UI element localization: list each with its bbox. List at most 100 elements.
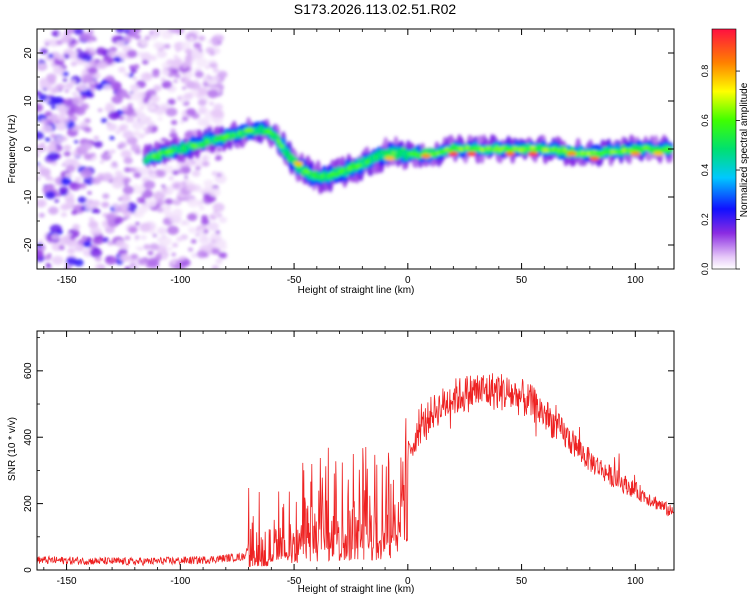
noise-blob bbox=[121, 114, 126, 118]
noise-blob bbox=[132, 76, 138, 81]
noise-blob bbox=[147, 250, 154, 256]
colorbar: 0.0 0.2 0.4 0.6 0.8 Normalized spectral ampl… bbox=[700, 28, 750, 275]
noise-blob bbox=[123, 216, 128, 221]
noise-blob bbox=[203, 156, 208, 160]
noise-blob bbox=[74, 176, 82, 183]
noise-blob bbox=[184, 55, 193, 62]
noise-blob bbox=[129, 29, 142, 35]
noise-blob bbox=[207, 89, 219, 99]
snr-axes: -150 -100 -50 0 50 100 0 200 400 600 bbox=[23, 331, 674, 587]
noise-blob bbox=[166, 225, 179, 235]
noise-blob bbox=[181, 64, 188, 69]
noise-blob bbox=[56, 103, 69, 113]
noise-blob bbox=[115, 40, 126, 48]
noise-blob bbox=[161, 30, 174, 40]
noise-blob bbox=[149, 229, 156, 235]
noise-blob bbox=[156, 227, 168, 235]
noise-blob bbox=[132, 64, 140, 70]
noise-blob bbox=[202, 187, 211, 194]
noise-blob bbox=[66, 109, 75, 116]
noise-blob bbox=[204, 244, 212, 251]
noise-blob bbox=[191, 170, 201, 177]
noise-blob bbox=[104, 255, 117, 265]
noise-blob bbox=[69, 54, 76, 60]
noise-blob bbox=[157, 50, 167, 57]
noise-blob bbox=[37, 201, 41, 206]
noise-blob bbox=[56, 83, 65, 90]
noise-blob bbox=[41, 124, 53, 134]
noise-blob bbox=[196, 57, 209, 68]
noise-blob bbox=[111, 202, 120, 209]
noise-blob bbox=[128, 73, 134, 78]
noise-blob bbox=[179, 256, 186, 261]
noise-blob bbox=[171, 68, 179, 74]
noise-blob bbox=[59, 110, 68, 117]
noise-blob bbox=[164, 103, 170, 107]
noise-blob bbox=[174, 73, 181, 79]
noise-blob bbox=[84, 167, 89, 171]
noise-blob bbox=[164, 198, 174, 205]
noise-blob bbox=[72, 223, 81, 231]
noise-blob bbox=[96, 60, 108, 69]
noise-blob bbox=[129, 263, 137, 269]
noise-blob bbox=[87, 66, 98, 75]
snr-x-tick-label: -100 bbox=[170, 576, 190, 587]
noise-blob bbox=[66, 257, 78, 266]
noise-blob bbox=[190, 50, 203, 60]
noise-blob bbox=[209, 101, 214, 106]
ridge-peak bbox=[243, 127, 254, 132]
ridge-peak bbox=[466, 151, 477, 156]
noise-blob bbox=[44, 190, 56, 200]
ridge-peak bbox=[293, 161, 304, 166]
noise-blob bbox=[101, 201, 110, 208]
spectrogram-y-tick-label: 0 bbox=[23, 146, 34, 152]
noise-blob bbox=[107, 240, 114, 246]
noise-blob bbox=[125, 115, 135, 123]
noise-blob bbox=[206, 74, 211, 78]
noise-blob bbox=[58, 245, 65, 251]
noise-blob bbox=[153, 191, 166, 201]
noise-blob bbox=[205, 65, 210, 69]
noise-blob bbox=[103, 84, 112, 91]
noise-blob bbox=[37, 249, 44, 259]
noise-blob bbox=[49, 86, 60, 94]
noise-blob bbox=[163, 165, 175, 174]
ridge-core bbox=[364, 160, 370, 165]
noise-blob bbox=[80, 168, 93, 179]
noise-blob bbox=[136, 196, 146, 204]
noise-blob bbox=[170, 128, 176, 133]
noise-blob bbox=[139, 106, 145, 110]
ridge-peak bbox=[505, 151, 516, 156]
noise-blob bbox=[214, 174, 227, 184]
noise-blob bbox=[165, 107, 178, 117]
ridge-peak bbox=[630, 151, 641, 156]
noise-blob bbox=[130, 91, 143, 101]
noise-blob bbox=[67, 247, 76, 255]
noise-blob bbox=[111, 161, 118, 166]
noise-blob bbox=[57, 54, 66, 61]
noise-blob bbox=[147, 104, 157, 111]
snr-y-label: SNR (10 * v/v) bbox=[7, 417, 18, 481]
noise-blob bbox=[198, 235, 210, 245]
noise-blob bbox=[99, 160, 104, 164]
noise-blob bbox=[193, 42, 202, 49]
noise-blob bbox=[88, 60, 97, 67]
spectrogram-x-tick-label: -50 bbox=[287, 275, 302, 286]
noise-blob bbox=[168, 247, 173, 251]
noise-blob bbox=[90, 227, 102, 236]
ridge-core bbox=[335, 172, 341, 177]
noise-blob bbox=[91, 209, 97, 214]
ridge-peak bbox=[527, 151, 538, 156]
noise-blob bbox=[47, 151, 60, 162]
noise-blob bbox=[170, 120, 178, 126]
noise-blob bbox=[91, 176, 102, 185]
noise-blob bbox=[141, 189, 153, 199]
noise-blob bbox=[142, 98, 149, 104]
noise-blob bbox=[128, 226, 138, 234]
snr-y-tick-label: 200 bbox=[23, 495, 34, 512]
ridge-peak bbox=[653, 151, 664, 156]
noise-blob bbox=[38, 239, 44, 244]
ridge-core bbox=[276, 139, 282, 144]
